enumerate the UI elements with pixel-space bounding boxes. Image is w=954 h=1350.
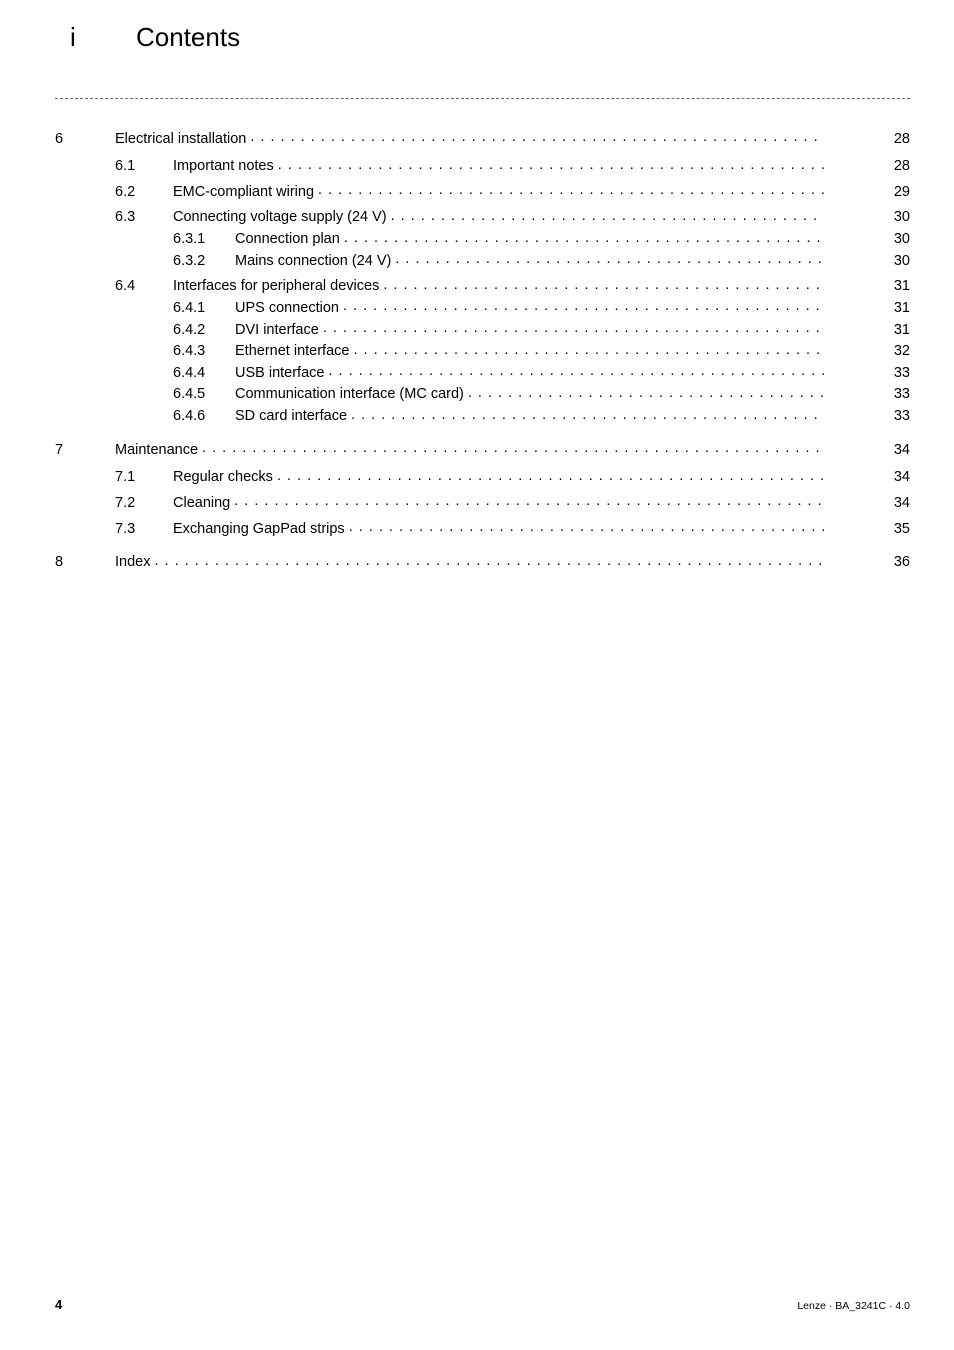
toc-label: Electrical installation [115,130,250,148]
page-header: i Contents [70,22,899,53]
toc-leader [468,384,824,399]
toc-leader [344,229,824,244]
toc-label: Ethernet interface [235,342,353,360]
toc-page: 29 [880,183,910,201]
toc-number: 6.4.2 [173,322,205,338]
toc-leader [202,439,824,454]
toc-row: 7.1 Regular checks 34 [55,467,910,487]
toc-page: 34 [880,468,910,486]
toc-number: 6 [55,131,63,147]
toc-page: 35 [880,520,910,538]
toc-page: 34 [880,441,910,459]
toc-number: 6.4.6 [173,408,205,424]
toc-label: Important notes [173,157,278,175]
toc-number: 6.3.2 [173,253,205,269]
toc-page: 30 [880,208,910,226]
toc-leader [349,518,824,533]
toc-number: 8 [55,554,63,570]
toc-label: Maintenance [115,441,202,459]
toc-label: Cleaning [173,494,234,512]
toc-label: EMC-compliant wiring [173,183,318,201]
dashed-rule [55,98,910,99]
toc-row: 6.4.5 Communication interface (MC card) 33 [55,384,910,404]
toc-row: 6.3.2 Mains connection (24 V) 30 [55,250,910,270]
toc-row: 6.4 Interfaces for peripheral devices 31 [55,276,910,296]
toc-number: 7 [55,442,63,458]
toc-leader [154,552,824,567]
toc-page: 32 [880,342,910,360]
toc-leader [328,362,824,377]
toc-number: 6.3 [115,209,135,225]
toc-number: 7.1 [115,469,135,485]
toc-label: USB interface [235,364,328,382]
toc-leader [277,467,824,482]
toc-row: 6.3 Connecting voltage supply (24 V) 30 [55,207,910,227]
toc-page: 28 [880,157,910,175]
toc-row: 6.3.1 Connection plan 30 [55,229,910,249]
toc-row: 7.3 Exchanging GapPad strips 35 [55,518,910,538]
toc-label: SD card interface [235,407,351,425]
toc-row: 6.4.3 Ethernet interface 32 [55,341,910,361]
toc-label: Mains connection (24 V) [235,252,395,270]
toc-leader [351,406,824,421]
toc-number: 6.1 [115,158,135,174]
toc-row: 8 Index 36 [55,552,910,572]
toc-row: 6 Electrical installation 28 [55,128,910,148]
toc-page: 33 [880,364,910,382]
toc-label: Interfaces for peripheral devices [173,277,383,295]
toc-label: Regular checks [173,468,277,486]
toc-leader [323,319,824,334]
toc-number: 7.2 [115,495,135,511]
toc-label: Connecting voltage supply (24 V) [173,208,391,226]
toc-row: 7.2 Cleaning 34 [55,492,910,512]
toc-page: 31 [880,321,910,339]
toc-leader [234,492,824,507]
toc-number: 7.3 [115,521,135,537]
toc-page: 33 [880,407,910,425]
toc-page: 31 [880,277,910,295]
toc-page: 36 [880,553,910,571]
toc-page: 30 [880,230,910,248]
toc-label: DVI interface [235,321,323,339]
toc-label: Connection plan [235,230,344,248]
toc-page: 30 [880,252,910,270]
header-roman: i [70,22,136,53]
toc-label: UPS connection [235,299,343,317]
toc-page: 34 [880,494,910,512]
toc-leader [395,250,824,265]
toc-number: 6.4.4 [173,365,205,381]
toc-number: 6.4.5 [173,386,205,402]
toc-row: 7 Maintenance 34 [55,439,910,459]
toc-page: 31 [880,299,910,317]
toc-number: 6.4.3 [173,343,205,359]
toc-leader [318,181,824,196]
toc-number: 6.2 [115,184,135,200]
toc-leader [391,207,824,222]
footer-page-number: 4 [55,1297,62,1312]
toc-leader [250,128,824,143]
toc-leader [343,297,824,312]
toc-label: Index [115,553,154,571]
toc-page: 28 [880,130,910,148]
toc-leader [353,341,824,356]
toc-row: 6.4.6 SD card interface 33 [55,406,910,426]
toc-number: 6.4 [115,278,135,294]
toc-row: 6.2 EMC-compliant wiring 29 [55,181,910,201]
toc-label: Communication interface (MC card) [235,385,468,403]
toc-label: Exchanging GapPad strips [173,520,349,538]
page-footer: 4 Lenze · BA_3241C · 4.0 [55,1297,910,1312]
toc-number: 6.4.1 [173,300,205,316]
footer-source: Lenze · BA_3241C · 4.0 [797,1300,910,1312]
toc-row: 6.1 Important notes 28 [55,156,910,176]
toc-row: 6.4.4 USB interface 33 [55,362,910,382]
table-of-contents: 6 Electrical installation 28 6.1 Important n… [55,128,910,571]
toc-number: 6.3.1 [173,231,205,247]
toc-row: 6.4.1 UPS connection 31 [55,297,910,317]
toc-leader [278,156,824,171]
toc-row: 6.4.2 DVI interface 31 [55,319,910,339]
header-title: Contents [136,22,240,53]
toc-leader [383,276,824,291]
toc-page: 33 [880,385,910,403]
